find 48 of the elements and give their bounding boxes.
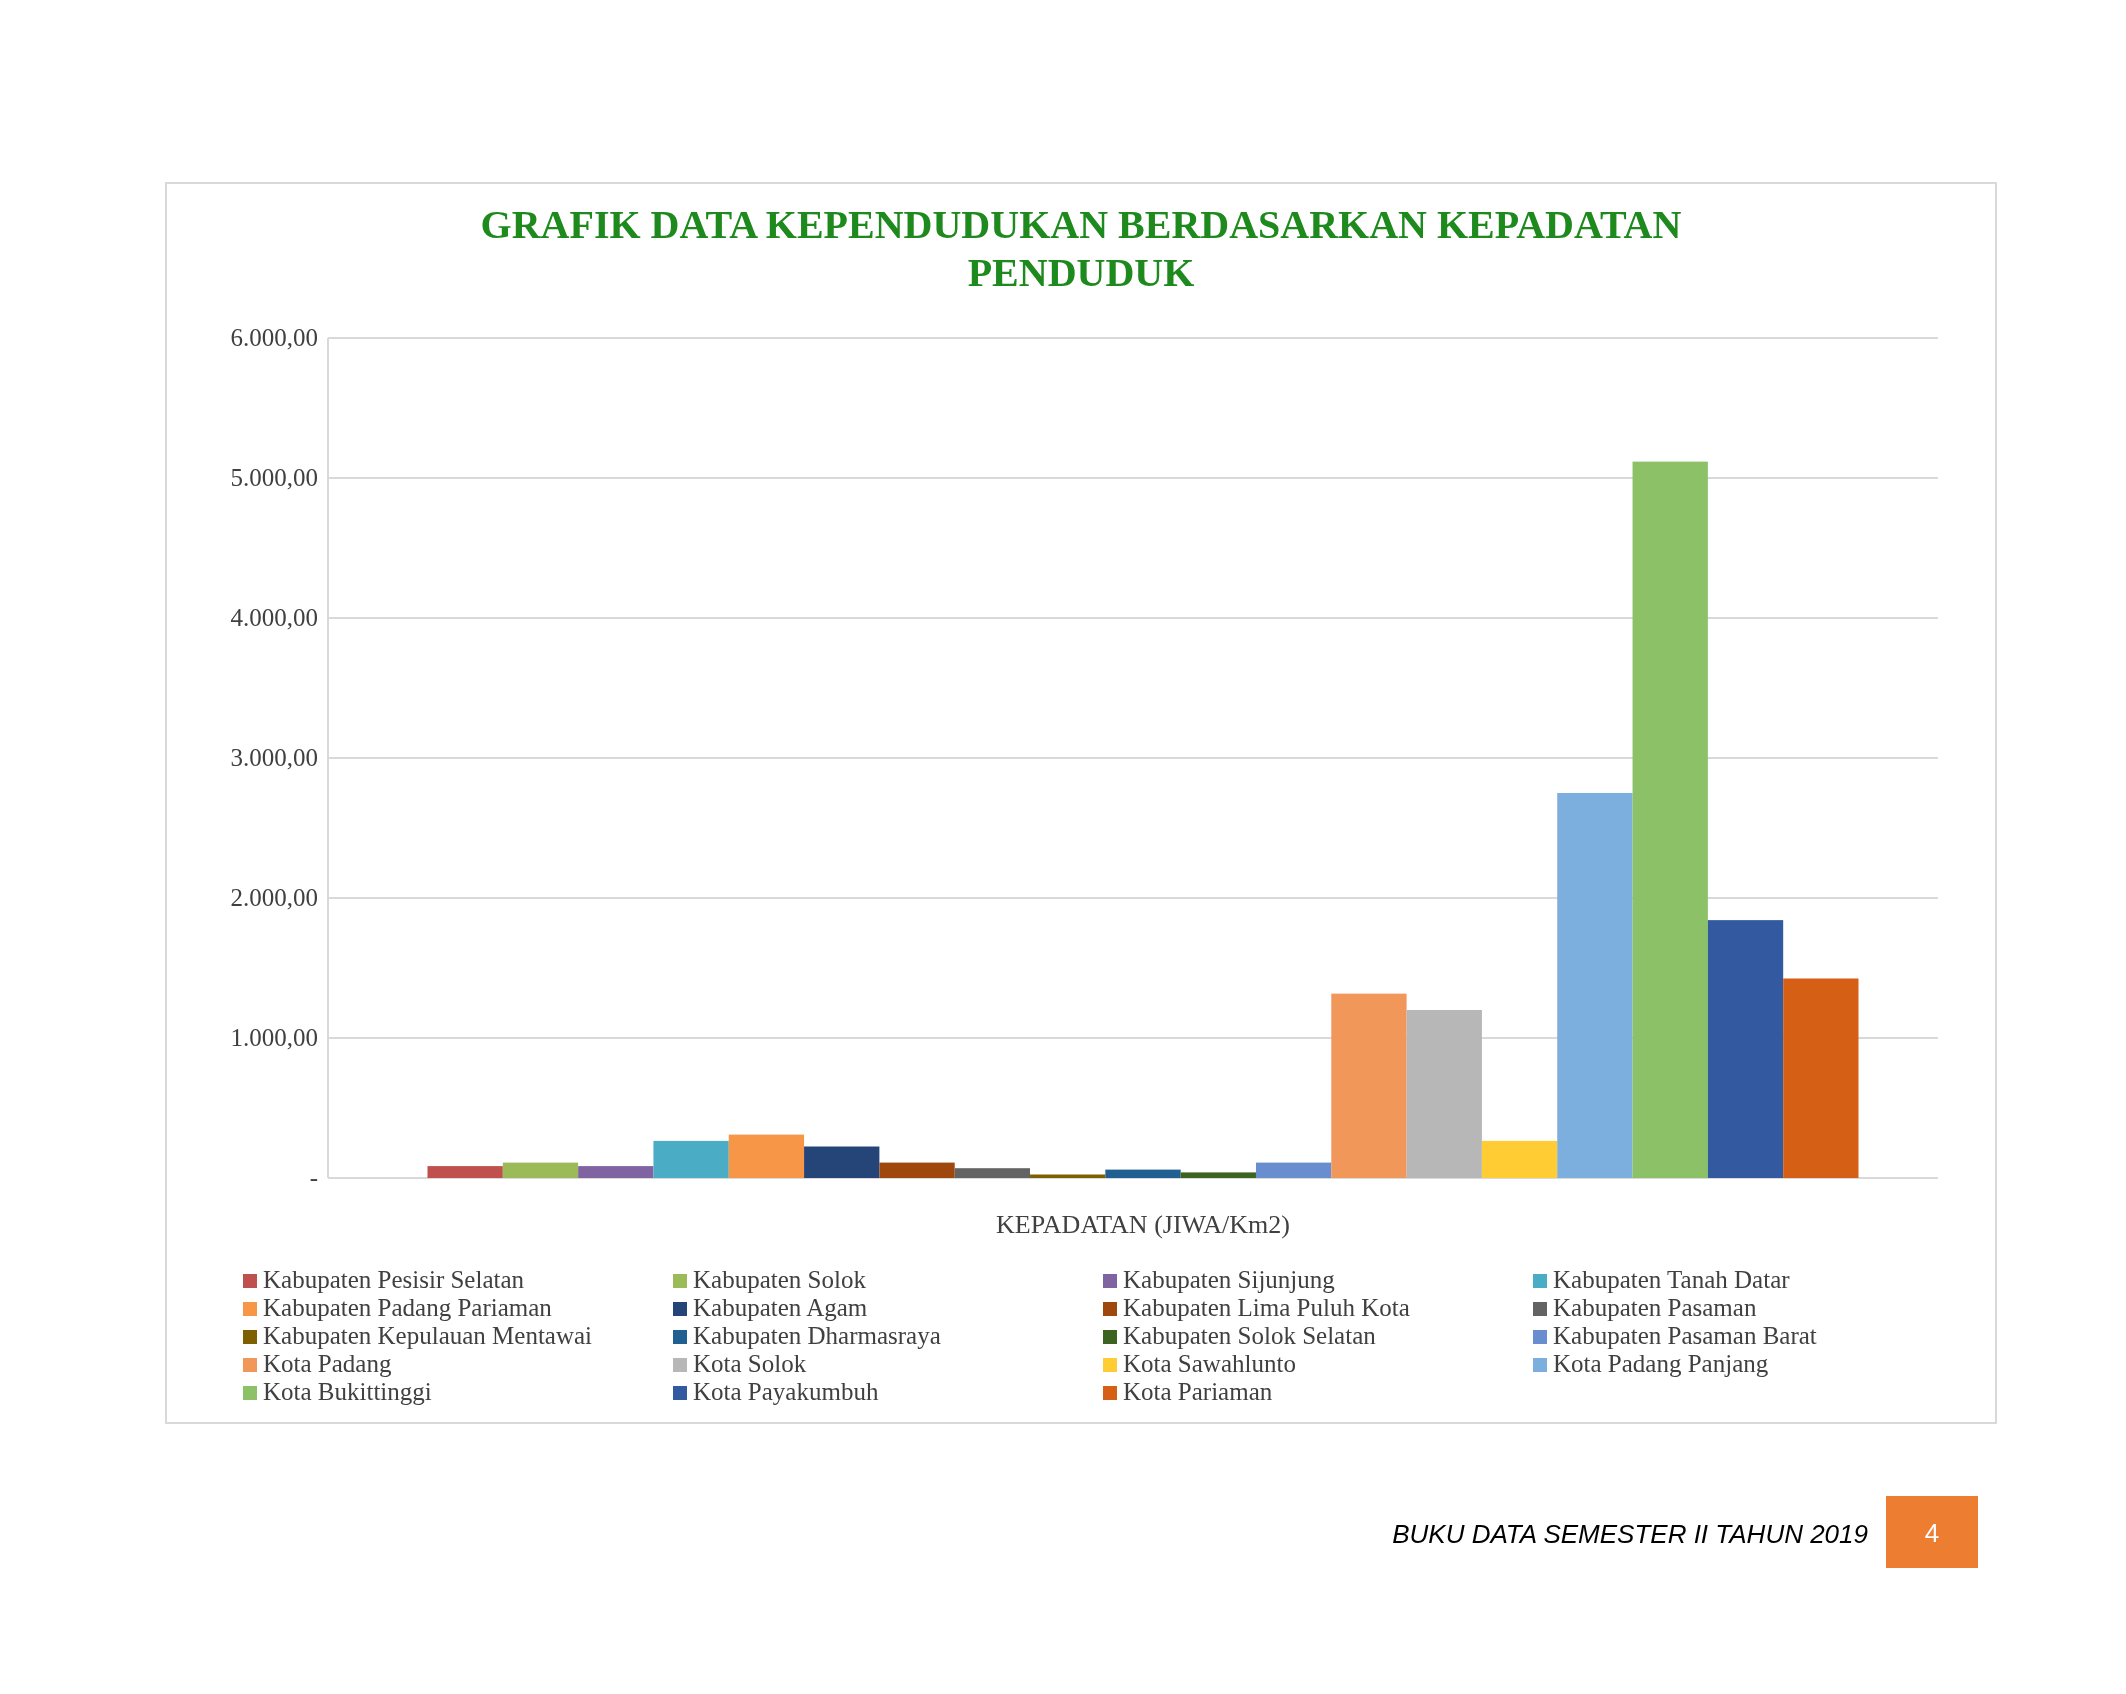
chart-title: GRAFIK DATA KEPENDUDUKAN BERDASARKAN KEPADATAN PENDUDUK xyxy=(480,202,1682,295)
y-tick-label: 6.000,00 xyxy=(230,324,318,351)
y-tick-label: 5.000,00 xyxy=(230,464,318,491)
bar xyxy=(1331,993,1407,1178)
legend-label: Kota Pariaman xyxy=(1123,1378,1273,1405)
bar xyxy=(1481,1140,1558,1178)
legend-label: Kota Padang Panjang xyxy=(1553,1350,1769,1377)
text: BUKU DATA SEMESTER II TAHUN 2019 xyxy=(1392,1519,1868,1549)
bar xyxy=(653,1140,729,1178)
legend-label: Kota Sawahlunto xyxy=(1123,1350,1296,1377)
legend-label: Kabupaten Pasaman xyxy=(1553,1294,1757,1321)
bar xyxy=(954,1168,1031,1178)
legend-label: Kabupaten Dharmasraya xyxy=(693,1322,941,1349)
bar xyxy=(502,1162,579,1178)
bar xyxy=(1783,978,1859,1178)
legend-label: Kota Bukittinggi xyxy=(263,1378,432,1405)
bar xyxy=(1557,793,1633,1178)
legend-label: Kabupaten Kepulauan Mentawai xyxy=(263,1322,593,1349)
bar xyxy=(1632,461,1708,1178)
legend-label: Kabupaten Lima Puluh Kota xyxy=(1123,1294,1410,1321)
bar xyxy=(578,1166,654,1178)
legend-label: Kota Solok xyxy=(693,1350,807,1377)
bar xyxy=(1105,1169,1181,1178)
legend-label: Kota Payakumbuh xyxy=(693,1378,879,1405)
bar xyxy=(1255,1162,1332,1178)
legend-label: Kabupaten Solok Selatan xyxy=(1123,1322,1377,1349)
legend-label: Kabupaten Agam xyxy=(693,1294,868,1321)
bar xyxy=(728,1134,805,1178)
y-tick-label: 4.000,00 xyxy=(230,604,318,631)
legend-label: Kabupaten Tanah Datar xyxy=(1553,1266,1791,1293)
x-axis-title: KEPADATAN (JIWA/Km2) xyxy=(996,1210,1290,1239)
y-tick-label: - xyxy=(309,1164,318,1191)
bar xyxy=(1180,1172,1256,1178)
bar xyxy=(879,1162,955,1178)
bar xyxy=(1406,1010,1482,1178)
legend-label: Kota Padang xyxy=(263,1350,392,1377)
legend-label: Kabupaten Padang Pariaman xyxy=(263,1294,553,1321)
y-tick-label: 1.000,00 xyxy=(230,1024,318,1051)
legend-label: Kabupaten Pasaman Barat xyxy=(1553,1322,1817,1349)
y-tick-label: 2.000,00 xyxy=(230,884,318,911)
text: 4 xyxy=(1924,1518,1940,1548)
legend-label: Kabupaten Pesisir Selatan xyxy=(263,1266,525,1293)
bar xyxy=(1707,920,1784,1178)
bar xyxy=(427,1166,503,1178)
legend-label: Kabupaten Solok xyxy=(693,1266,867,1293)
bar xyxy=(804,1146,880,1178)
legend-label: Kabupaten Sijunjung xyxy=(1123,1266,1336,1293)
y-tick-label: 3.000,00 xyxy=(230,744,318,771)
